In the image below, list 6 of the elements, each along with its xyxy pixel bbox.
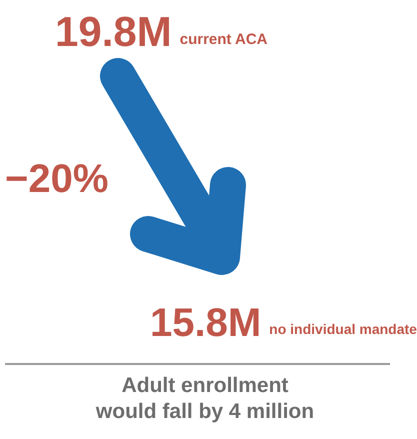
text: Adult enrollment would fall by 4 million	[94, 374, 314, 423]
category-label: current ACA	[180, 31, 268, 48]
category-label: no individual mandate	[269, 321, 417, 337]
data-label: 19.8M	[55, 8, 172, 55]
text: −20%	[5, 157, 108, 201]
data-label: 15.8M	[150, 301, 262, 345]
